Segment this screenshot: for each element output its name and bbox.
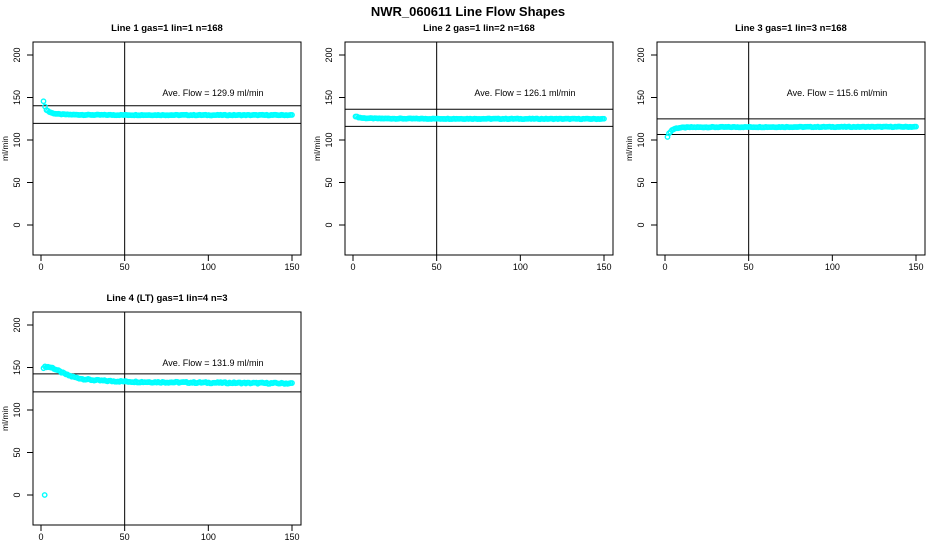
ave-flow-annotation: Ave. Flow = 131.9 ml/min [162,358,263,368]
y-tick-label: 200 [12,317,22,332]
x-tick-label: 150 [284,532,299,540]
x-tick-label: 0 [38,532,43,540]
x-tick-label: 100 [513,262,528,270]
data-points [40,98,295,119]
outlier-point [41,492,48,498]
y-tick-label: 50 [636,177,646,187]
panel-title: Line 4 (LT) gas=1 lin=4 n=3 [107,293,228,304]
x-tick-label: 100 [201,262,216,270]
y-tick-label: 100 [12,402,22,417]
y-tick-label: 100 [12,132,22,147]
x-tick-label: 100 [201,532,216,540]
plot-box [656,41,926,256]
y-tick-label: 100 [636,132,646,147]
plot-line3: Line 3 gas=1 lin=3 n=168 0 50 100 150 0 50 100 1… [624,23,926,270]
x-tick-label: 50 [120,262,130,270]
y-tick-label: 0 [324,222,334,227]
y-tick-label: 150 [636,90,646,105]
plot-box [344,41,614,256]
panel-title: Line 3 gas=1 lin=3 n=168 [735,23,847,34]
y-tick-label: 200 [12,47,22,62]
figure-title: NWR_060611 Line Flow Shapes [370,4,566,19]
y-tick-label: 0 [12,222,22,227]
y-tick-label: 150 [12,360,22,375]
ave-flow-annotation: Ave. Flow = 115.6 ml/min [787,88,887,98]
plot-box [32,311,302,526]
data-point [289,112,295,118]
data-point [40,98,47,105]
y-axis-label: ml/min [312,136,322,161]
y-tick-label: 100 [324,132,334,147]
y-tick-label: 0 [12,492,22,497]
x-tick-label: 0 [350,262,355,270]
panel-title: Line 2 gas=1 lin=2 n=168 [423,23,535,34]
ave-flow-annotation: Ave. Flow = 129.9 ml/min [162,88,263,98]
x-tick-label: 150 [908,262,923,270]
y-tick-label: 50 [12,447,22,457]
y-axis-label: ml/min [0,136,10,161]
y-tick-label: 150 [12,90,22,105]
x-tick-label: 150 [284,262,299,270]
y-tick-label: 50 [12,177,22,187]
x-tick-label: 50 [744,262,754,270]
y-tick-label: 200 [636,47,646,62]
data-point [601,115,607,122]
data-points [40,363,295,498]
x-tick-label: 50 [120,532,130,540]
data-point [913,123,919,130]
empty-cell [312,270,624,540]
x-tick-label: 150 [596,262,611,270]
data-point [289,380,295,386]
y-tick-label: 50 [324,177,334,187]
plot-line2: Line 2 gas=1 lin=2 n=168 0 50 100 150 0 50 100 1… [312,23,614,270]
data-points [352,113,607,123]
panel-title: Line 1 gas=1 lin=1 n=168 [111,23,223,34]
y-tick-label: 200 [324,47,334,62]
y-tick-label: 0 [636,222,646,227]
x-tick-label: 100 [825,262,840,270]
empty-cell [624,270,936,540]
data-points [664,123,919,140]
plot-box [32,41,302,256]
x-tick-label: 50 [432,262,442,270]
x-tick-label: 0 [662,262,667,270]
y-tick-label: 150 [324,90,334,105]
plot-line4: Line 4 (LT) gas=1 lin=4 n=3 0 50 100 150 0 50 1… [0,293,302,540]
y-axis-label: ml/min [0,406,10,431]
ave-flow-annotation: Ave. Flow = 126.1 ml/min [474,88,575,98]
plot-line1: Line 1 gas=1 lin=1 n=168 0 50 100 150 0 50 100 1… [0,23,302,270]
x-tick-label: 0 [38,262,43,270]
y-axis-label: ml/min [624,136,634,161]
